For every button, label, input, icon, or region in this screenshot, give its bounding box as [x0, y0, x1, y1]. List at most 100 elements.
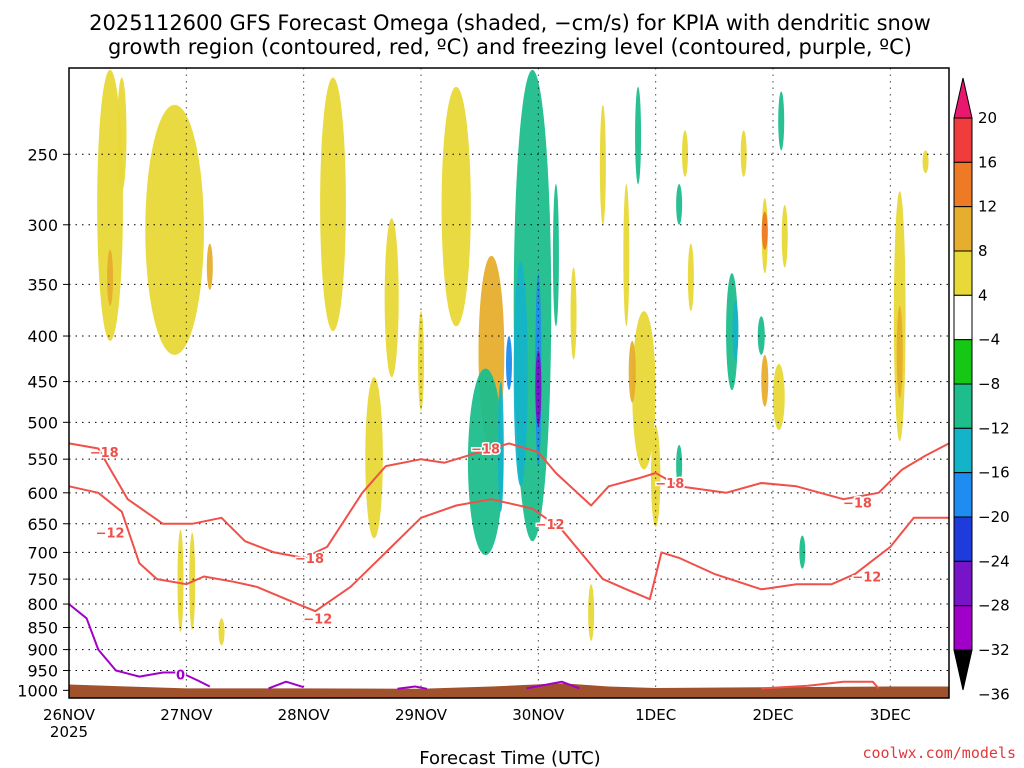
- x-axis-title: Forecast Time (UTC): [419, 748, 600, 768]
- y-tick-label-900: 900: [27, 641, 58, 660]
- colorbar-top-arrow: [953, 77, 973, 119]
- omega-region-7: [218, 618, 225, 646]
- y-tick-label-650: 650: [27, 515, 58, 534]
- omega-region-39: [778, 91, 785, 151]
- omega-region-45: [682, 130, 688, 177]
- colorbar-segment-6: [953, 339, 973, 385]
- colorbar-segment-2: [953, 161, 973, 208]
- x-tick-label-2DEC: 2DEC: [752, 706, 793, 724]
- y-tick-label-950: 950: [27, 662, 58, 681]
- omega-region-23: [599, 104, 606, 225]
- colorbar-label-10: −24: [978, 552, 1010, 570]
- omega-region-37: [761, 354, 769, 407]
- colorbar-segment-10: [953, 516, 973, 562]
- x-tick-label-30NOV: 30NOV: [512, 706, 565, 724]
- omega-region-34: [761, 211, 768, 250]
- colorbar-segment-1: [953, 117, 973, 163]
- colorbar-segment-3: [953, 206, 973, 252]
- x-tick-label-27NOV: 27NOV: [160, 706, 213, 724]
- omega-region-42: [896, 305, 903, 399]
- colorbar-bottom-arrow: [953, 649, 973, 691]
- omega-region-21: [552, 184, 559, 327]
- omega-region-10: [384, 218, 399, 378]
- ground-layer: [69, 683, 949, 698]
- y-tick-label-450: 450: [27, 373, 58, 392]
- colorbar-label-4: 4: [978, 286, 988, 304]
- y-tick-label-250: 250: [27, 145, 58, 164]
- ground-surface: [69, 683, 949, 698]
- contour-layer: −18 −18 −18 −18 −18 −12 −12 −12 −12 0: [68, 441, 950, 690]
- x-tick-sublabel-26NOV: 2025: [50, 723, 88, 741]
- omega-region-2: [117, 77, 127, 192]
- y-tick-label-500: 500: [27, 413, 58, 432]
- plot-area: −18 −18 −18 −18 −18 −12 −12 −12 −12 0: [68, 67, 950, 699]
- y-axis-ticks: 250 300 350 400 450 500 550 600 650 700 750 800 850 9…: [17, 145, 69, 700]
- contour-freezing-level-bump-c: [397, 685, 428, 690]
- y-tick-label-800: 800: [27, 595, 58, 614]
- chart-title-line-2: growth region (contoured, red, ºC) and f…: [108, 35, 912, 59]
- y-tick-label-400: 400: [27, 327, 58, 346]
- contour-label-dgz-top-minus-18-0: −18: [90, 446, 119, 461]
- contour-label-dgz-bottom-minus-12-3: −12: [852, 571, 881, 586]
- colorbar-label-11: −28: [978, 597, 1010, 615]
- colorbar-label-2: 12: [978, 198, 997, 216]
- x-tick-label-26NOV: 26NOV: [43, 706, 96, 724]
- contour-dgz-top-minus-18: [68, 442, 950, 559]
- omega-region-44: [676, 444, 683, 487]
- colorbar-label-7: −12: [978, 419, 1010, 437]
- omega-region-22: [570, 267, 577, 360]
- omega-region-0: [97, 69, 123, 341]
- omega-region-18: [535, 350, 542, 427]
- y-tick-label-750: 750: [27, 570, 58, 589]
- y-tick-label-300: 300: [27, 216, 58, 235]
- x-tick-label-28NOV: 28NOV: [278, 706, 331, 724]
- omega-region-4: [206, 243, 213, 290]
- colorbar-label-13: −36: [978, 685, 1010, 703]
- omega-region-24: [623, 184, 630, 327]
- credit-text: coolwx.com/models: [862, 744, 1016, 762]
- contour-warm-surface-contour: [761, 680, 880, 690]
- y-tick-label-850: 850: [27, 618, 58, 637]
- colorbar-label-3: 8: [978, 242, 988, 260]
- colorbar-label-0: 20: [978, 109, 997, 127]
- omega-region-36: [773, 363, 785, 430]
- omega-region-43: [588, 584, 595, 641]
- omega-region-38: [757, 316, 765, 355]
- contour-freezing-level-0: [68, 603, 211, 688]
- colorbar-label-9: −20: [978, 508, 1010, 526]
- omega-region-30: [687, 243, 694, 312]
- colorbar-label-6: −8: [978, 375, 1000, 393]
- x-tick-label-3DEC: 3DEC: [870, 706, 911, 724]
- colorbar-segment-4: [953, 250, 973, 296]
- omega-region-9: [365, 377, 383, 539]
- plot-frame: [68, 67, 950, 699]
- omega-region-32: [732, 300, 739, 360]
- colorbar-segment-7: [953, 383, 973, 429]
- y-tick-label-550: 550: [27, 450, 58, 469]
- omega-region-46: [740, 130, 747, 177]
- colorbar-segment-9: [953, 472, 973, 518]
- y-tick-label-600: 600: [27, 484, 58, 503]
- omega-region-29: [676, 184, 683, 225]
- contour-label-freezing-level-0-0: 0: [176, 669, 185, 684]
- omega-region-47: [922, 150, 929, 174]
- contour-dgz-bottom-minus-12: [68, 485, 949, 613]
- colorbar-label-8: −16: [978, 464, 1010, 482]
- omega-region-20: [506, 336, 512, 391]
- contour-label-dgz-top-minus-18-1: −18: [295, 552, 324, 567]
- omega-region-40: [799, 535, 806, 569]
- chart-title-line-1: 2025112600 GFS Forecast Omega (shaded, −…: [89, 11, 931, 35]
- omega-region-14: [467, 368, 504, 556]
- contour-freezing-level-bump-a: [268, 680, 304, 690]
- omega-region-12: [441, 86, 471, 327]
- y-tick-label-700: 700: [27, 543, 58, 562]
- colorbar-label-1: 16: [978, 153, 997, 171]
- x-tick-label-29NOV: 29NOV: [395, 706, 448, 724]
- colorbar-segment-5: [953, 294, 973, 341]
- colorbar-segment-8: [953, 427, 973, 474]
- omega-region-26: [628, 340, 636, 403]
- omega-region-27: [650, 426, 661, 527]
- colorbar: 20 16 12 8 4 −4 −8 −12 −16 −20 −24 −28 −32 −36: [953, 77, 1010, 703]
